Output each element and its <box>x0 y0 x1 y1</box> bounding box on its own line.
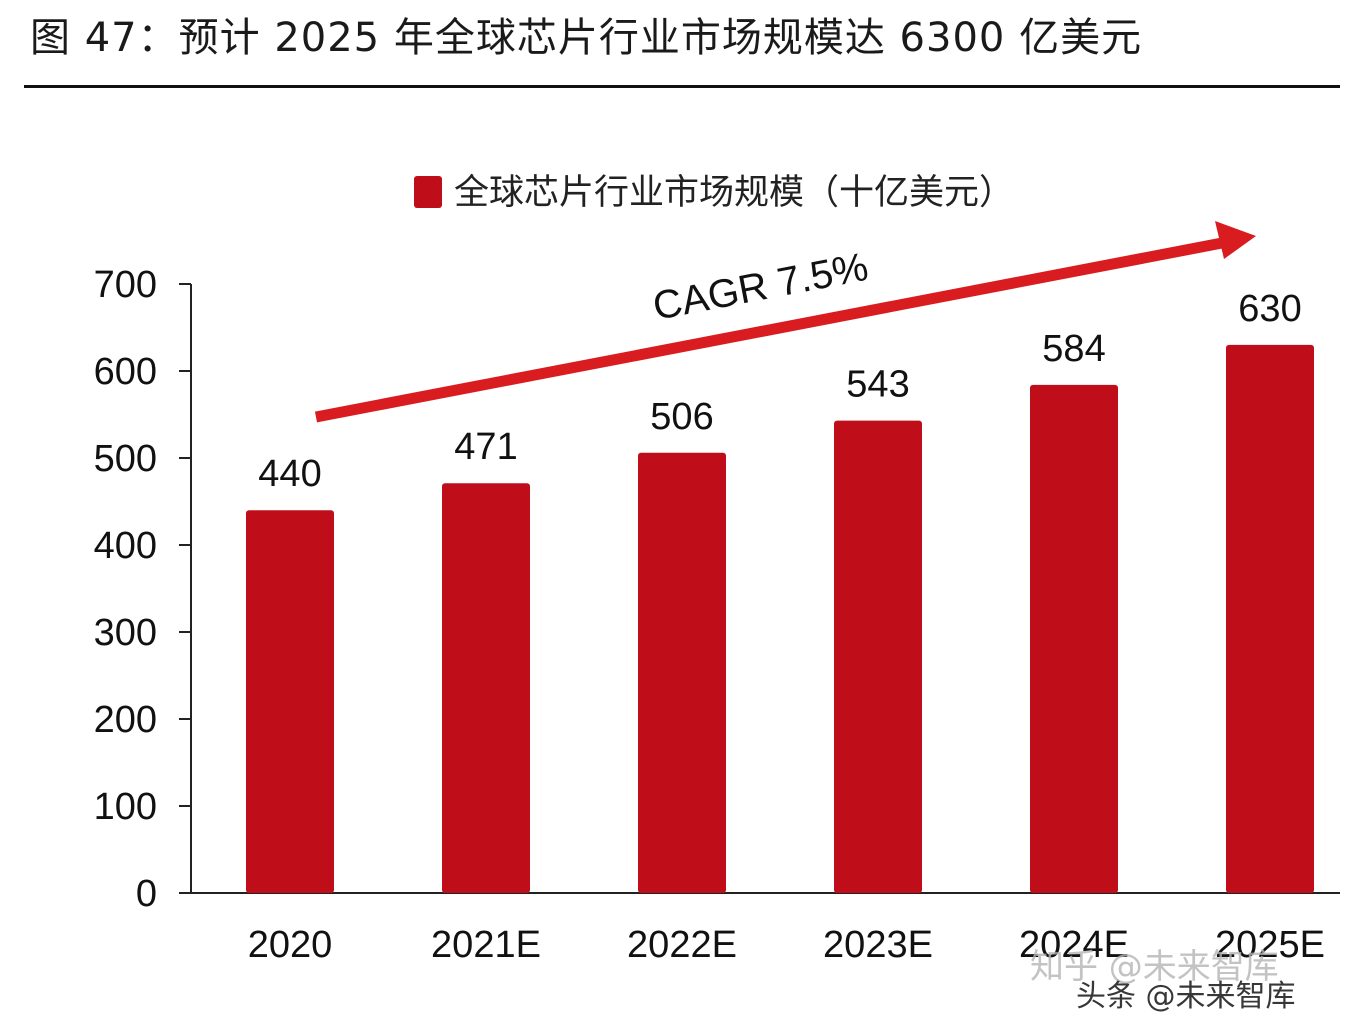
x-tick-label: 2022E <box>627 924 737 966</box>
bar-value-label: 506 <box>650 396 713 438</box>
figure-title: 图 47：预计 2025 年全球芯片行业市场规模达 6300 亿美元 <box>30 15 1143 61</box>
bar-value-label: 471 <box>454 426 517 468</box>
bar <box>638 452 726 893</box>
y-tick-label: 100 <box>94 786 157 828</box>
x-tick-label: 2023E <box>823 924 933 966</box>
bar <box>442 483 530 893</box>
y-tick-label: 300 <box>94 612 157 654</box>
y-tick-label: 500 <box>94 438 157 480</box>
bar-value-label: 543 <box>846 364 909 406</box>
x-axis: 2020 2021E 2022E 2023E 2024E 2025E <box>191 892 1340 966</box>
y-tick-label: 0 <box>136 873 157 915</box>
bar <box>246 510 334 893</box>
bar-value-label: 440 <box>258 453 321 495</box>
x-tick-label: 2020 <box>248 924 333 966</box>
y-tick-label: 200 <box>94 699 157 741</box>
bar-value-label: 584 <box>1042 328 1105 370</box>
legend-swatch <box>414 176 442 208</box>
legend-label: 全球芯片行业市场规模（十亿美元） <box>454 173 1014 213</box>
bar <box>834 420 922 893</box>
x-tick-label: 2025E <box>1215 924 1325 966</box>
title-divider <box>24 85 1340 88</box>
legend: 全球芯片行业市场规模（十亿美元） <box>414 173 1014 213</box>
watermark-toutiao: 头条 @未来智库 <box>1076 979 1296 1014</box>
y-tick-label: 700 <box>94 264 157 306</box>
x-tick-label: 2021E <box>431 924 541 966</box>
bar-value-label: 630 <box>1238 288 1301 330</box>
watermark-zhihu: 知乎 @未来智库 <box>1030 947 1279 987</box>
bars <box>246 344 1314 893</box>
bar <box>1226 344 1314 893</box>
y-tick-label: 400 <box>94 525 157 567</box>
cagr-arrow-head <box>1215 221 1256 259</box>
cagr-arrow-line <box>314 237 1224 423</box>
data-labels: 440 471 506 543 584 630 <box>258 288 1301 495</box>
watermark: 知乎 @未来智库 头条 @未来智库 <box>1030 950 1350 1026</box>
y-tick-label: 600 <box>94 351 157 393</box>
x-tick-label: 2024E <box>1019 924 1129 966</box>
bar <box>1030 384 1118 893</box>
y-axis: 0 100 200 300 400 500 600 700 <box>94 264 192 915</box>
